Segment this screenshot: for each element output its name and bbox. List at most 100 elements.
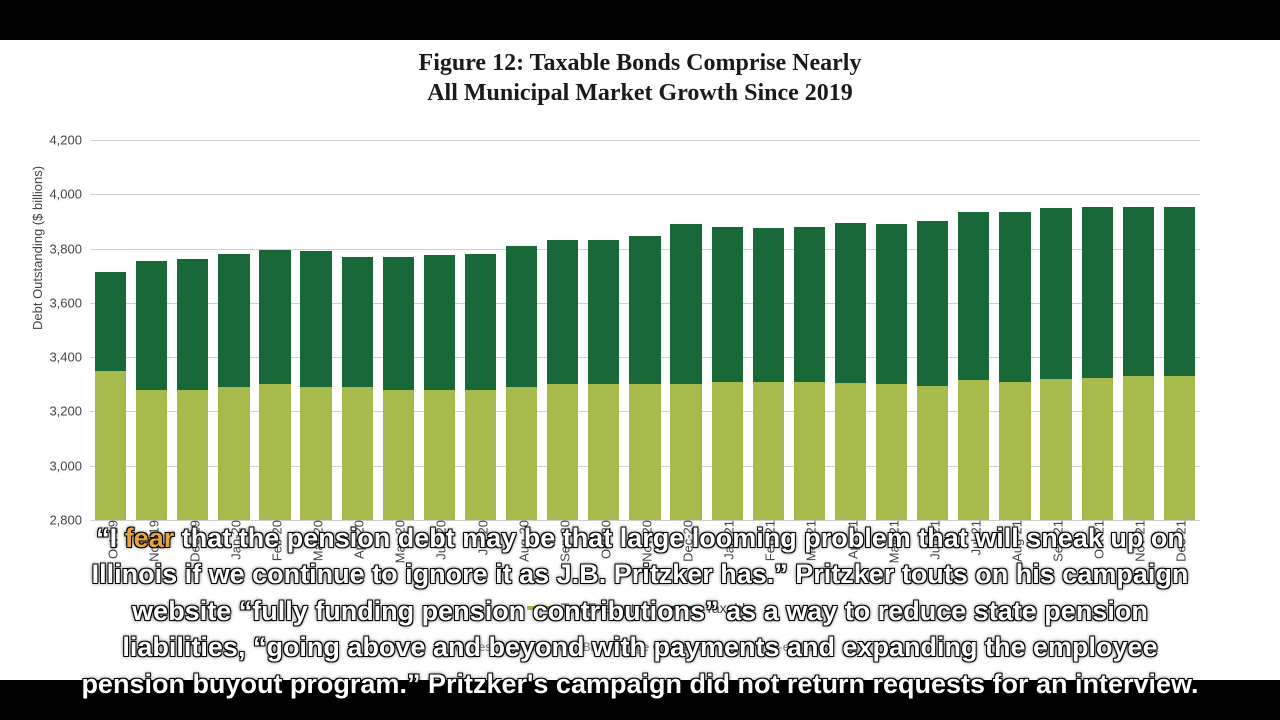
bar-segment-taxable [424,255,455,389]
bar-slot: Sep-21 [1036,140,1077,520]
bar-segment-taxable [177,259,208,389]
x-tick-label: Mar-20 [307,520,326,561]
bar-segment-taxable [506,246,537,387]
bar-slot: Jan-21 [707,140,748,520]
bar-segment-tax-exempt [177,390,208,520]
bar-slot: Jul-21 [953,140,994,520]
y-tick-label: 3,400 [49,350,90,365]
stacked-bar [958,212,989,520]
bar-segment-taxable [136,261,167,390]
stacked-bar [876,224,907,520]
stacked-bar [999,212,1030,520]
plot-area: 2,8003,0003,2003,4003,6003,8004,0004,200… [90,140,1200,520]
bar-segment-taxable [917,221,948,385]
y-tick-label: 4,200 [49,133,90,148]
legend-swatch [527,606,553,610]
bar-segment-tax-exempt [588,384,619,520]
bar-segment-tax-exempt [342,387,373,520]
stacked-bar [506,246,537,520]
bar-slot: Jun-20 [419,140,460,520]
bar-segment-taxable [95,272,126,371]
stacked-bar [1123,207,1154,521]
bar-segment-taxable [753,228,784,381]
stacked-bar [136,261,167,520]
x-tick-label: Nov-21 [1129,520,1148,562]
bar-slot: Sep-20 [542,140,583,520]
bar-slot: Aug-21 [994,140,1035,520]
bar-slot: Feb-20 [254,140,295,520]
x-tick-label: Feb-20 [265,520,284,561]
bar-segment-taxable [835,223,866,383]
x-tick-label: Jun-20 [430,520,449,560]
y-tick-label: 2,800 [49,513,90,528]
y-tick-label: 4,000 [49,187,90,202]
x-tick-label: Oct-19 [101,520,120,559]
stacked-bar [753,228,784,520]
stacked-bar [917,221,948,520]
bar-segment-taxable [999,212,1030,382]
stacked-bar [95,272,126,520]
bar-segment-tax-exempt [506,387,537,520]
x-tick-label: Jun-21 [923,520,942,560]
bar-segment-taxable [218,254,249,387]
stacked-bar [712,227,743,520]
source-line: Sources: Bloomberg and Breckinridge Capi… [0,640,1280,654]
stacked-bar [670,224,701,520]
legend-label: Tax-Exempt [561,600,635,616]
bar-slot: Oct-19 [90,140,131,520]
bar-segment-taxable [629,236,660,384]
bar-slot: Feb-21 [748,140,789,520]
bar-segment-taxable [1164,207,1195,377]
bar-slot: Mar-21 [789,140,830,520]
stacked-bar [424,255,455,520]
y-tick-label: 3,600 [49,295,90,310]
bar-segment-tax-exempt [917,386,948,520]
x-tick-label: Oct-20 [594,520,613,559]
x-tick-label: May-20 [389,520,408,563]
bar-segment-tax-exempt [629,384,660,520]
bar-segment-tax-exempt [670,384,701,520]
x-tick-label: Jan-21 [718,520,737,560]
y-tick-label: 3,200 [49,404,90,419]
bar-segment-tax-exempt [1123,376,1154,520]
x-tick-label: Aug-21 [1005,520,1024,562]
bar-slot: Oct-21 [1077,140,1118,520]
bar-segment-taxable [1040,208,1071,379]
stacked-bar [465,254,496,520]
bar-slot: Dec-19 [172,140,213,520]
bar-slot: Dec-21 [1159,140,1200,520]
x-tick-label: May-21 [882,520,901,563]
bar-slot: Dec-20 [666,140,707,520]
x-tick-label: Mar-21 [800,520,819,561]
bar-segment-taxable [259,250,290,384]
bar-slot: Nov-19 [131,140,172,520]
x-tick-label: Aug-20 [512,520,531,562]
stacked-bar [383,257,414,520]
x-tick-label: Sep-21 [1047,520,1066,562]
y-tick-label: 3,800 [49,241,90,256]
legend-label: Taxable [705,600,753,616]
stacked-bar [1040,208,1071,520]
bar-segment-tax-exempt [383,390,414,520]
bar-segment-tax-exempt [1164,376,1195,520]
chart-panel: Figure 12: Taxable Bonds Comprise Nearly… [0,40,1280,680]
stacked-bar [1164,207,1195,521]
x-tick-label: Sep-20 [553,520,572,562]
x-tick-label: Dec-19 [183,520,202,562]
bar-segment-tax-exempt [424,390,455,520]
bar-segment-tax-exempt [1040,379,1071,520]
stacked-bar [259,250,290,520]
bar-segment-tax-exempt [835,383,866,520]
bar-segment-tax-exempt [999,382,1030,520]
bar-segment-taxable [1123,207,1154,377]
chart-title: Figure 12: Taxable Bonds Comprise Nearly… [0,40,1280,108]
y-axis-title: Debt Outstanding ($ billions) [30,166,45,330]
bar-segment-taxable [1082,207,1113,378]
stacked-bar [588,240,619,520]
bar-segment-tax-exempt [876,384,907,520]
bar-segment-taxable [588,240,619,384]
bar-segment-tax-exempt [1082,378,1113,521]
legend-item: Taxable [671,600,753,616]
stacked-bar [177,259,208,520]
bar-segment-tax-exempt [259,384,290,520]
